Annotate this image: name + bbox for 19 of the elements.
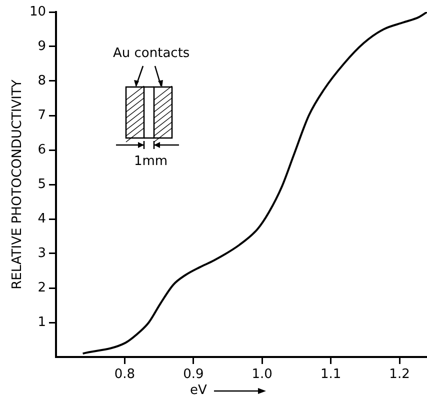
annotation: 1mm xyxy=(134,154,168,169)
x-tick-label: 1.2 xyxy=(389,367,410,382)
y-tick-label: 6 xyxy=(38,142,46,158)
x-tick-label: 1.0 xyxy=(252,367,272,382)
y-tick-label: 4 xyxy=(38,211,46,226)
x-tick-label: 1.1 xyxy=(320,367,342,382)
y-axis-title: RELATIVE PHOTOCONDUCTIVITY xyxy=(10,80,26,290)
y-tick-label: 2 xyxy=(38,280,46,296)
y-tick-label: 10 xyxy=(29,4,46,20)
annotation: Au contacts xyxy=(113,46,190,61)
y-tick-label: 5 xyxy=(38,176,46,192)
y-tick-label: 9 xyxy=(38,38,46,54)
y-tick-label: 8 xyxy=(38,73,46,88)
y-tick-label: 1 xyxy=(38,314,46,330)
y-tick-label: 7 xyxy=(38,108,46,123)
y-tick-label: 3 xyxy=(38,246,46,261)
x-tick-label: 0.8 xyxy=(114,367,136,382)
x-tick-label: 0.9 xyxy=(183,367,204,382)
x-axis-title: eV xyxy=(190,383,207,398)
